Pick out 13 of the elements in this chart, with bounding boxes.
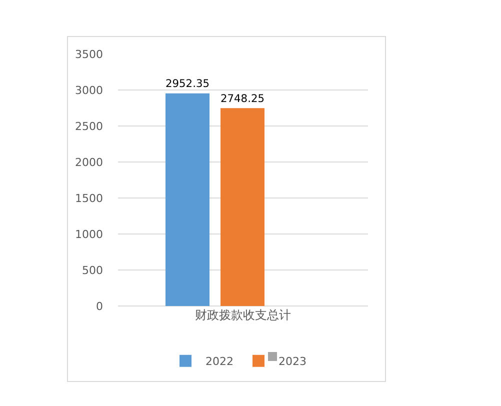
x-tick-label: 财政拨款收支总计	[195, 308, 291, 322]
y-tick-label: 1000	[75, 228, 103, 241]
y-tick-label: 2000	[75, 156, 103, 169]
legend-label: 2022	[206, 355, 234, 368]
data-label: 2952.35	[166, 77, 210, 90]
data-label: 2748.25	[220, 92, 264, 105]
y-tick-label: 3000	[75, 84, 103, 97]
y-tick-label: 0	[96, 300, 103, 313]
y-tick-label: 3500	[75, 48, 103, 61]
y-tick-label: 500	[82, 264, 103, 277]
text: 2023	[278, 355, 306, 368]
y-tick-label: 1500	[75, 192, 103, 205]
y-tick-label: 2500	[75, 120, 103, 133]
